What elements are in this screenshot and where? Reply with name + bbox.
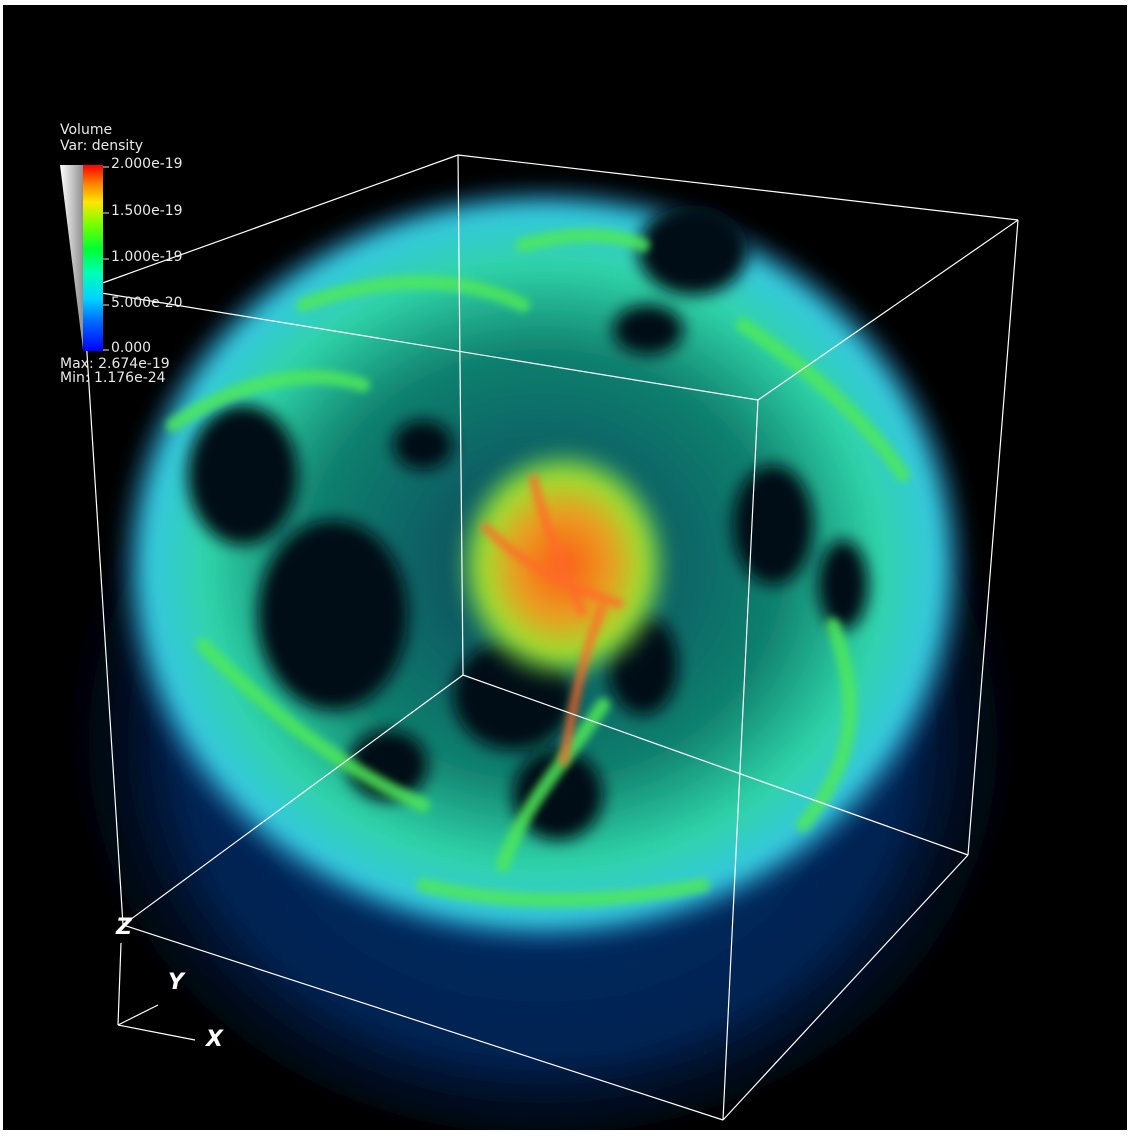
legend-tick: 0.000 [111, 340, 152, 356]
core-filaments [480, 474, 625, 766]
legend-plot-type: Volume [60, 122, 113, 138]
legend-max: Max: 2.674e-19 [60, 356, 170, 372]
legend-tick: 1.000e-19 [111, 249, 183, 265]
legend-min: Min: 1.176e-24 [60, 370, 166, 386]
legend-tick: 2.000e-19 [111, 156, 183, 172]
axis-label-z: Z [116, 915, 132, 940]
legend-tick: 5.000e-20 [111, 295, 183, 311]
legend-colorbar [60, 165, 109, 351]
legend-tick: 1.500e-19 [111, 203, 183, 219]
opacity-ramp [60, 165, 83, 350]
color-ramp [83, 165, 103, 351]
bounding-box [82, 154, 1019, 1121]
axis-label-y: Y [168, 970, 184, 995]
density-filaments [166, 228, 910, 907]
render-viewport[interactable]: Volume Var: density 2.000e-19 1.500e-19 … [3, 5, 1127, 1130]
legend-variable: Var: density [60, 138, 144, 154]
axis-label-x: X [206, 1027, 223, 1052]
volume-render-scene [60, 154, 1019, 1130]
axis-triad [117, 942, 196, 1041]
